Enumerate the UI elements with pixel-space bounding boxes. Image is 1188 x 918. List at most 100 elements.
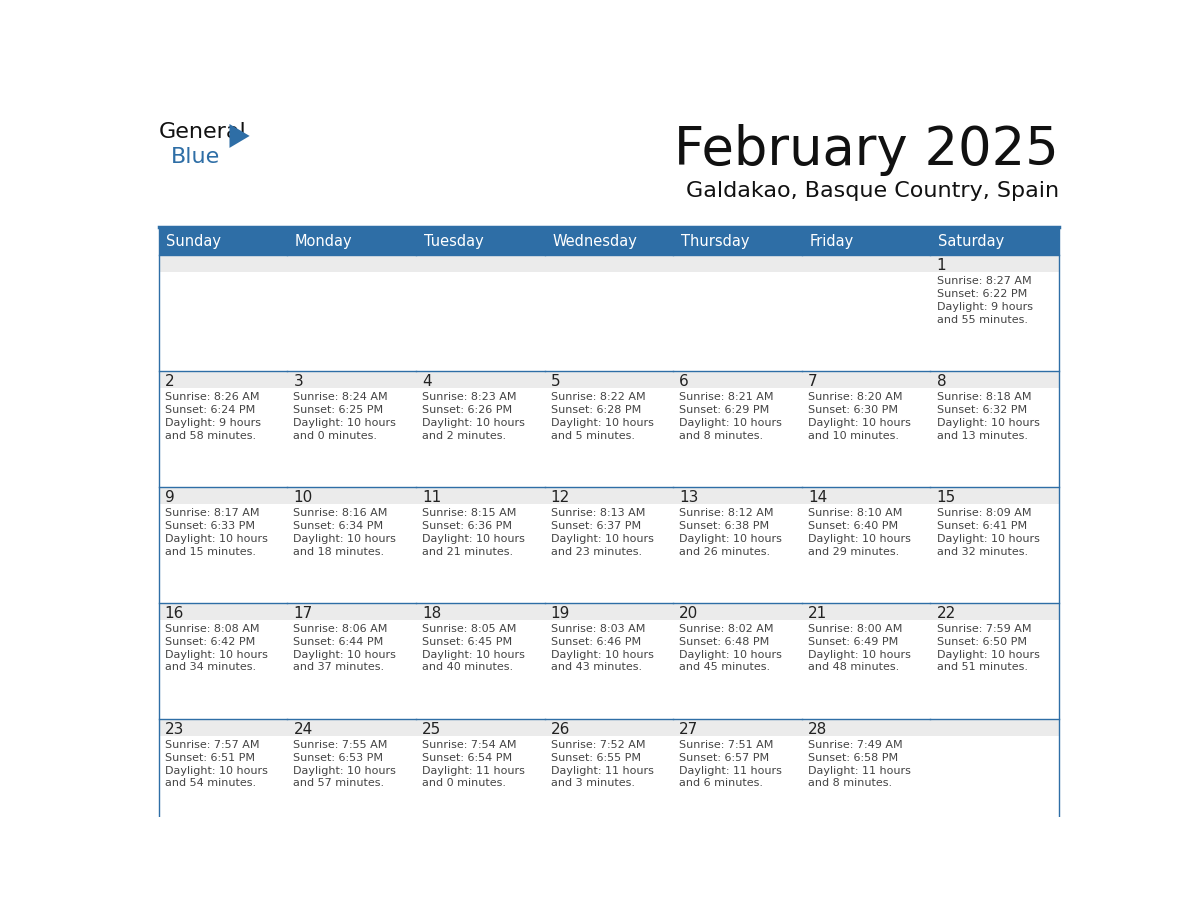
- Bar: [674, 255, 802, 272]
- Text: Sunset: 6:40 PM: Sunset: 6:40 PM: [808, 521, 898, 532]
- Text: 21: 21: [808, 606, 827, 621]
- Bar: [416, 255, 544, 272]
- Text: 13: 13: [680, 490, 699, 505]
- Text: and 8 minutes.: and 8 minutes.: [808, 778, 892, 789]
- Bar: [287, 487, 416, 603]
- Text: Sunset: 6:36 PM: Sunset: 6:36 PM: [422, 521, 512, 532]
- Text: Sunset: 6:30 PM: Sunset: 6:30 PM: [808, 405, 898, 415]
- Text: Sunset: 6:51 PM: Sunset: 6:51 PM: [165, 753, 254, 763]
- Text: 27: 27: [680, 722, 699, 737]
- Bar: [287, 371, 416, 387]
- Text: 5: 5: [551, 374, 561, 389]
- Bar: [802, 371, 930, 487]
- Text: 24: 24: [293, 722, 312, 737]
- Bar: [802, 719, 930, 735]
- Text: Daylight: 11 hours: Daylight: 11 hours: [680, 766, 782, 776]
- Text: Sunset: 6:28 PM: Sunset: 6:28 PM: [551, 405, 642, 415]
- Text: Sunrise: 7:49 AM: Sunrise: 7:49 AM: [808, 740, 903, 750]
- Text: Galdakao, Basque Country, Spain: Galdakao, Basque Country, Spain: [685, 181, 1060, 201]
- Bar: [544, 255, 674, 272]
- Bar: [930, 719, 1060, 834]
- Text: 15: 15: [936, 490, 956, 505]
- Bar: [287, 603, 416, 719]
- Text: Daylight: 10 hours: Daylight: 10 hours: [422, 533, 525, 543]
- Text: and 23 minutes.: and 23 minutes.: [551, 546, 642, 556]
- Bar: [287, 255, 416, 371]
- Text: 18: 18: [422, 606, 441, 621]
- Text: Daylight: 10 hours: Daylight: 10 hours: [293, 650, 397, 660]
- Bar: [544, 371, 674, 387]
- Bar: [674, 719, 802, 834]
- Bar: [544, 227, 674, 255]
- Text: 22: 22: [936, 606, 956, 621]
- Text: February 2025: February 2025: [675, 124, 1060, 176]
- Text: and 2 minutes.: and 2 minutes.: [422, 431, 506, 441]
- Text: Daylight: 10 hours: Daylight: 10 hours: [808, 418, 911, 428]
- Text: Sunrise: 8:13 AM: Sunrise: 8:13 AM: [551, 509, 645, 519]
- Bar: [287, 603, 416, 620]
- Bar: [930, 487, 1060, 603]
- Bar: [158, 371, 287, 387]
- Text: and 15 minutes.: and 15 minutes.: [165, 546, 255, 556]
- Bar: [287, 255, 416, 272]
- Text: Monday: Monday: [295, 233, 353, 249]
- Bar: [158, 719, 287, 735]
- Text: and 37 minutes.: and 37 minutes.: [293, 663, 385, 673]
- Bar: [544, 603, 674, 719]
- Text: Sunrise: 7:51 AM: Sunrise: 7:51 AM: [680, 740, 773, 750]
- Text: Daylight: 10 hours: Daylight: 10 hours: [680, 650, 782, 660]
- Text: 4: 4: [422, 374, 431, 389]
- Text: and 55 minutes.: and 55 minutes.: [936, 315, 1028, 325]
- Text: 6: 6: [680, 374, 689, 389]
- Bar: [287, 719, 416, 735]
- Text: Daylight: 10 hours: Daylight: 10 hours: [165, 766, 267, 776]
- Text: Sunrise: 8:23 AM: Sunrise: 8:23 AM: [422, 392, 517, 402]
- Text: Daylight: 10 hours: Daylight: 10 hours: [551, 418, 653, 428]
- Text: and 18 minutes.: and 18 minutes.: [293, 546, 385, 556]
- Text: Sunrise: 8:24 AM: Sunrise: 8:24 AM: [293, 392, 388, 402]
- Text: 14: 14: [808, 490, 827, 505]
- Text: Sunrise: 8:08 AM: Sunrise: 8:08 AM: [165, 624, 259, 634]
- Text: Daylight: 10 hours: Daylight: 10 hours: [165, 533, 267, 543]
- Text: and 40 minutes.: and 40 minutes.: [422, 663, 513, 673]
- Text: Sunrise: 8:02 AM: Sunrise: 8:02 AM: [680, 624, 773, 634]
- Text: and 29 minutes.: and 29 minutes.: [808, 546, 899, 556]
- Text: Sunday: Sunday: [166, 233, 221, 249]
- Text: Sunset: 6:22 PM: Sunset: 6:22 PM: [936, 289, 1026, 299]
- Bar: [416, 487, 544, 504]
- Text: Daylight: 10 hours: Daylight: 10 hours: [936, 533, 1040, 543]
- Text: and 58 minutes.: and 58 minutes.: [165, 431, 255, 441]
- Text: Sunrise: 8:26 AM: Sunrise: 8:26 AM: [165, 392, 259, 402]
- Text: Daylight: 10 hours: Daylight: 10 hours: [680, 418, 782, 428]
- Bar: [416, 487, 544, 603]
- Bar: [416, 371, 544, 387]
- Text: Sunset: 6:42 PM: Sunset: 6:42 PM: [165, 637, 255, 647]
- Text: Sunset: 6:50 PM: Sunset: 6:50 PM: [936, 637, 1026, 647]
- Bar: [930, 255, 1060, 371]
- Bar: [158, 603, 287, 719]
- Bar: [802, 719, 930, 834]
- Bar: [158, 487, 287, 504]
- Text: Sunrise: 8:05 AM: Sunrise: 8:05 AM: [422, 624, 517, 634]
- Text: and 13 minutes.: and 13 minutes.: [936, 431, 1028, 441]
- Bar: [930, 371, 1060, 387]
- Text: Sunrise: 7:59 AM: Sunrise: 7:59 AM: [936, 624, 1031, 634]
- Text: Sunrise: 8:12 AM: Sunrise: 8:12 AM: [680, 509, 773, 519]
- Text: Sunrise: 8:20 AM: Sunrise: 8:20 AM: [808, 392, 903, 402]
- Text: Sunset: 6:54 PM: Sunset: 6:54 PM: [422, 753, 512, 763]
- Text: Sunset: 6:34 PM: Sunset: 6:34 PM: [293, 521, 384, 532]
- Bar: [287, 227, 416, 255]
- Bar: [930, 255, 1060, 272]
- Bar: [674, 487, 802, 504]
- Text: Daylight: 10 hours: Daylight: 10 hours: [293, 533, 397, 543]
- Bar: [802, 371, 930, 387]
- Bar: [544, 371, 674, 487]
- Text: Sunset: 6:37 PM: Sunset: 6:37 PM: [551, 521, 640, 532]
- Bar: [674, 227, 802, 255]
- Bar: [930, 719, 1060, 735]
- Text: Daylight: 10 hours: Daylight: 10 hours: [808, 533, 911, 543]
- Bar: [416, 603, 544, 719]
- Text: 16: 16: [165, 606, 184, 621]
- Text: Daylight: 11 hours: Daylight: 11 hours: [422, 766, 525, 776]
- Text: Sunrise: 8:22 AM: Sunrise: 8:22 AM: [551, 392, 645, 402]
